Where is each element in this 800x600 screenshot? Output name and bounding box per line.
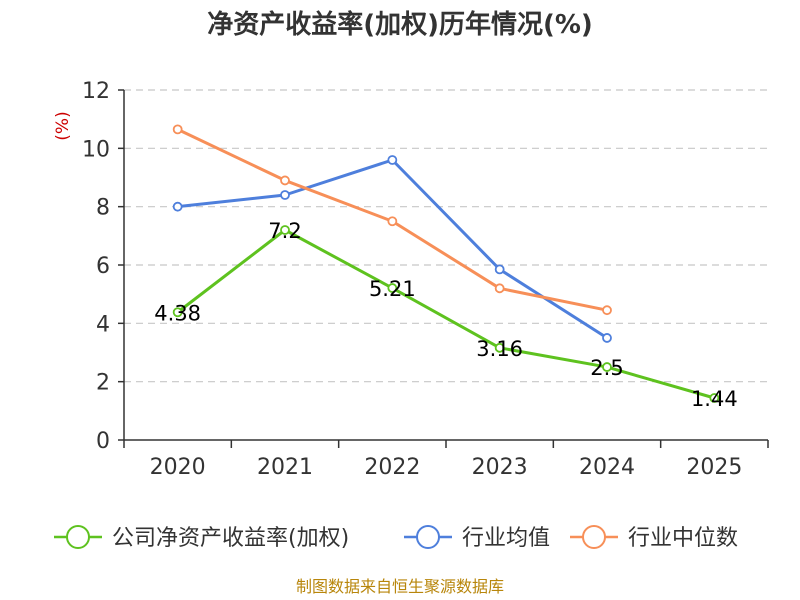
x-tick-label-2023: 2023: [472, 455, 528, 480]
series-0-point-2023: [494, 342, 505, 353]
legend-label-0: 公司净资产收益率(加权): [112, 526, 349, 551]
legend-label-1: 行业均值: [462, 526, 550, 551]
legend-marker-2: [582, 525, 606, 549]
series-2-point-2020: [172, 124, 183, 135]
series-1-point-2021: [280, 190, 290, 200]
data-label-2023: 3.16: [476, 337, 523, 361]
series-2-point-2021: [280, 175, 290, 186]
data-label-2021: 7.2: [268, 219, 301, 243]
series-1-point-2020: [172, 201, 183, 212]
series-1-point-2023: [494, 264, 505, 275]
legend-item-2[interactable]: 行业中位数: [570, 525, 738, 551]
series-0-point-2021: [280, 225, 290, 235]
y-tick-label-6: 6: [96, 254, 110, 279]
series-0-point-2025: [709, 393, 720, 403]
source-note: 制图数据来自恒生聚源数据库: [296, 577, 504, 596]
series-lines: [172, 124, 720, 403]
legend[interactable]: 公司净资产收益率(加权) 行业均值 行业中位数: [54, 525, 738, 551]
data-label-2025: 1.44: [691, 387, 738, 411]
x-tick-label-2025: 2025: [686, 455, 742, 480]
y-tick-label-2: 2: [96, 371, 110, 396]
series-0-point-2022: [387, 283, 398, 293]
legend-item-1[interactable]: 行业均值: [404, 525, 550, 551]
legend-label-2: 行业中位数: [628, 526, 738, 551]
series-1-point-2024: [602, 333, 612, 343]
series-line-0: [176, 228, 715, 400]
series-1-point-2022: [387, 155, 398, 165]
legend-item-0[interactable]: 公司净资产收益率(加权): [54, 525, 349, 551]
y-tick-label-8: 8: [96, 196, 110, 221]
data-label-2024: 2.5: [590, 356, 623, 380]
y-tick-label-4: 4: [96, 312, 110, 337]
y-tick-label-10: 10: [82, 137, 110, 162]
data-label-2022: 5.21: [369, 277, 416, 301]
chart-title: 净资产收益率(加权)历年情况(%): [207, 9, 593, 40]
x-tick-label-2020: 2020: [150, 455, 206, 480]
axes: 0 2 4 6 8 10 12 2020 2021 2022 2023 2024 2025: [82, 79, 769, 480]
data-labels: 4.38 7.2 5.21 3.16 2.5 1.44: [154, 219, 737, 411]
series-2-point-2022: [387, 216, 398, 227]
series-0-point-2020: [172, 307, 183, 318]
y-tick-label-12: 12: [82, 79, 110, 104]
grid-lines: [124, 89, 768, 383]
series-line-1: [177, 158, 608, 340]
series-0-point-2024: [602, 362, 612, 372]
y-tick-label-0: 0: [96, 429, 110, 454]
series-2-point-2024: [602, 305, 612, 316]
y-axis-label: (%): [53, 111, 73, 140]
x-tick-label-2024: 2024: [579, 455, 635, 480]
data-label-2020: 4.38: [154, 301, 201, 325]
x-tick-label-2021: 2021: [257, 455, 313, 480]
legend-marker-1: [416, 525, 440, 549]
legend-marker-0: [66, 525, 90, 549]
x-tick-label-2022: 2022: [364, 455, 420, 480]
series-2-point-2023: [494, 283, 505, 294]
